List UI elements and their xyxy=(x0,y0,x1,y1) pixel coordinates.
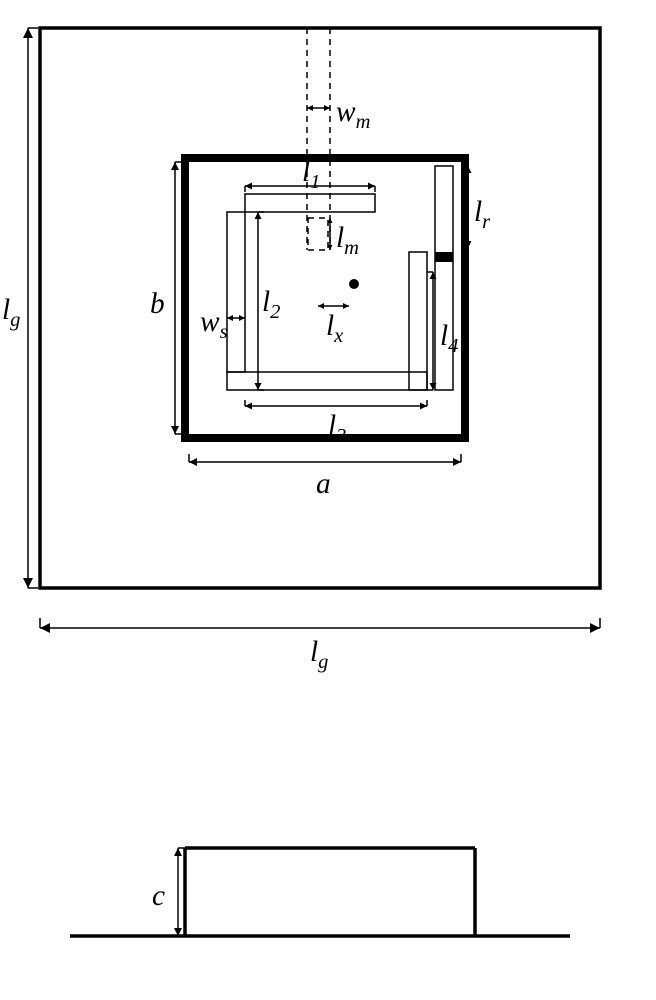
label-ws: ws xyxy=(200,308,228,342)
label-l4: l4 xyxy=(440,322,458,356)
label-l1: l1 xyxy=(302,158,320,192)
label-wm: wm xyxy=(336,98,370,132)
label-l2: l2 xyxy=(262,288,280,322)
diagram-svg xyxy=(0,0,656,1000)
label-lg_bottom: lg xyxy=(310,638,328,672)
label-l3: l3 xyxy=(328,412,346,446)
label-c: c xyxy=(152,882,165,911)
label-b: b xyxy=(150,290,165,319)
label-lx: lx xyxy=(326,312,343,346)
label-lg_left: lg xyxy=(2,296,20,330)
label-a: a xyxy=(316,470,331,499)
label-lm: lm xyxy=(336,224,359,258)
label-lr: lr xyxy=(474,198,490,232)
